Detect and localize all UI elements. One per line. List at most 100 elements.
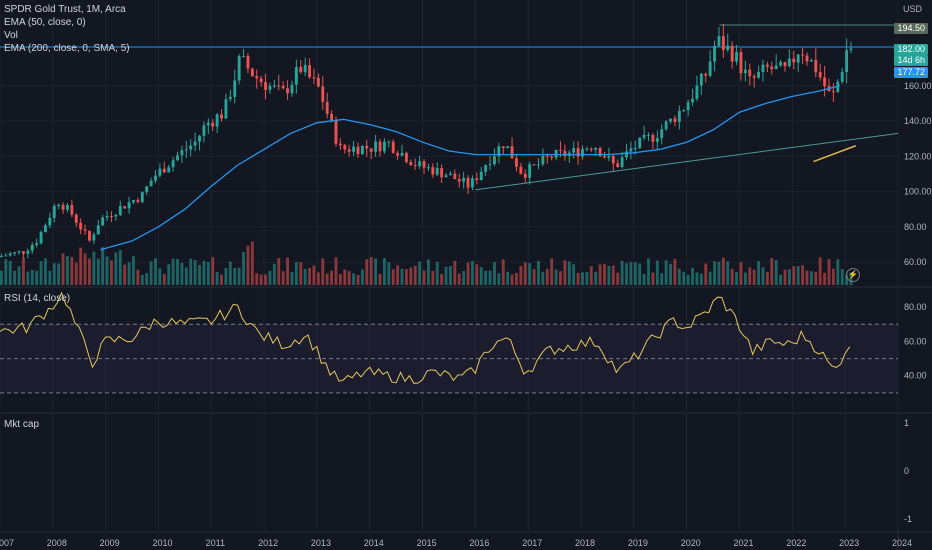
price-tick-label: 100.00 <box>904 187 932 197</box>
candle-body <box>343 145 347 150</box>
volume-bar <box>691 267 694 285</box>
rsi-line <box>0 291 851 384</box>
volume-bar <box>563 260 567 285</box>
volume-bar <box>242 252 245 285</box>
volume-bar <box>435 261 439 285</box>
volume-bar <box>576 272 580 285</box>
candle-body <box>184 149 188 151</box>
volume-bar <box>765 271 769 285</box>
candle-body <box>792 58 796 63</box>
candle-body <box>537 164 540 166</box>
volume-bar <box>431 270 435 285</box>
volume-bar <box>338 274 342 285</box>
candle-body <box>695 85 699 99</box>
volume-bar <box>713 261 716 285</box>
volume-bar <box>387 262 391 285</box>
candle-body <box>290 84 294 94</box>
candle-body <box>435 167 439 175</box>
candle-body <box>162 168 166 173</box>
volume-bar <box>642 273 646 285</box>
volume-bar <box>268 270 272 285</box>
candle-body <box>0 255 3 257</box>
ema200-legend[interactable]: EMA (200, close, 0, SMA, 5) <box>4 43 130 54</box>
volume-bar <box>57 263 61 285</box>
volume-bar <box>286 257 289 285</box>
candle-body <box>849 48 853 51</box>
candle-body <box>638 137 642 149</box>
candle-body <box>765 64 769 67</box>
candle-body <box>699 73 703 86</box>
x-tick-label: 2008 <box>47 538 67 548</box>
volume-bar <box>510 274 514 285</box>
volume-bar <box>721 257 725 285</box>
candle-body <box>774 65 778 70</box>
candle-body <box>779 62 783 66</box>
x-tick-label: 2020 <box>681 538 701 548</box>
volume-bar <box>369 257 373 285</box>
candle-body <box>743 69 747 74</box>
candle-body <box>193 141 197 146</box>
volume-bar <box>748 267 752 285</box>
candle-body <box>127 202 131 209</box>
rsi-tick-label: 60.00 <box>904 336 927 346</box>
volume-bar <box>717 261 721 285</box>
volume-bar <box>836 259 840 285</box>
volume-bar <box>488 270 492 285</box>
volume-bar <box>827 259 831 285</box>
candle-body <box>748 69 752 77</box>
x-tick-label: 2014 <box>364 538 384 548</box>
candle-body <box>409 162 413 166</box>
volume-bar <box>814 271 818 285</box>
volume-bar <box>761 267 765 285</box>
volume-bar <box>603 264 606 285</box>
price-tick-label: 60.00 <box>904 257 927 267</box>
volume-bar <box>171 258 175 285</box>
volume-bar <box>418 261 422 285</box>
candle-body <box>365 145 369 149</box>
volume-bar <box>224 267 228 285</box>
ema-price-badge: 177.72 <box>894 67 928 78</box>
volume-bar <box>74 262 78 285</box>
volume-bar <box>757 260 760 285</box>
candle-body <box>563 150 567 157</box>
rsi-legend[interactable]: RSI (14, close) <box>4 293 71 304</box>
volume-bar <box>400 268 404 285</box>
volume-bar <box>735 272 738 285</box>
rsi-tick-label: 40.00 <box>904 371 927 381</box>
volume-bar <box>321 258 325 285</box>
candlesticks <box>0 23 853 259</box>
volume-bar <box>105 256 109 285</box>
x-tick-label: 2013 <box>311 538 331 548</box>
x-tick-label: 2012 <box>258 538 278 548</box>
currency-label: USD <box>902 4 922 14</box>
candle-body <box>255 76 259 79</box>
candle-body <box>96 225 100 235</box>
candle-body <box>110 215 113 217</box>
symbol-title[interactable]: SPDR Gold Trust, 1M, Arca <box>4 4 126 15</box>
volume-bar <box>303 268 307 285</box>
volume-bar <box>730 268 734 285</box>
candle-body <box>294 67 298 85</box>
x-tick-label: 2010 <box>152 538 172 548</box>
candle-body <box>374 141 378 152</box>
x-tick-label: 2015 <box>417 538 437 548</box>
candle-body <box>708 61 712 76</box>
volume-bar <box>92 251 96 285</box>
volume-bar <box>228 261 232 285</box>
candle-body <box>154 175 157 181</box>
volume-legend[interactable]: Vol <box>4 30 18 41</box>
candle-body <box>246 56 250 69</box>
mktcap-legend[interactable]: Mkt cap <box>4 419 40 430</box>
volume-bar <box>48 270 52 285</box>
ema50-legend[interactable]: EMA (50, close, 0) <box>4 17 86 28</box>
candle-body <box>352 146 356 152</box>
candle-body <box>30 245 34 251</box>
volume-bar <box>83 253 87 285</box>
volume-bar <box>497 273 501 285</box>
candle-body <box>444 175 448 178</box>
lightning-icon[interactable]: ⚡ <box>846 268 860 282</box>
candle-body <box>603 156 606 158</box>
volume-bar <box>215 271 219 285</box>
candle-body <box>845 50 849 72</box>
volume-bar <box>211 257 215 285</box>
